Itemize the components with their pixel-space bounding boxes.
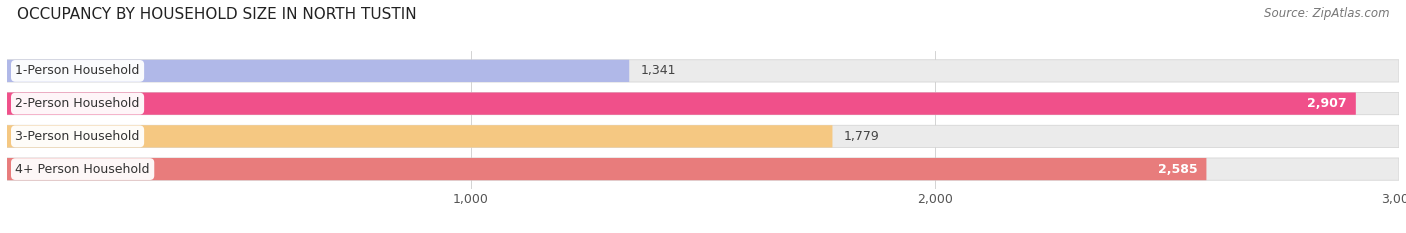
Text: 2-Person Household: 2-Person Household: [15, 97, 139, 110]
Text: 2,907: 2,907: [1308, 97, 1347, 110]
Text: Source: ZipAtlas.com: Source: ZipAtlas.com: [1264, 7, 1389, 20]
FancyBboxPatch shape: [7, 125, 832, 147]
Text: 4+ Person Household: 4+ Person Household: [15, 163, 150, 176]
Text: 1-Person Household: 1-Person Household: [15, 64, 139, 77]
FancyBboxPatch shape: [7, 60, 1399, 82]
Text: OCCUPANCY BY HOUSEHOLD SIZE IN NORTH TUSTIN: OCCUPANCY BY HOUSEHOLD SIZE IN NORTH TUS…: [17, 7, 416, 22]
FancyBboxPatch shape: [7, 93, 1399, 115]
FancyBboxPatch shape: [7, 158, 1206, 180]
FancyBboxPatch shape: [7, 93, 1355, 115]
Text: 3-Person Household: 3-Person Household: [15, 130, 139, 143]
FancyBboxPatch shape: [7, 60, 630, 82]
FancyBboxPatch shape: [7, 125, 1399, 147]
Text: 1,779: 1,779: [844, 130, 880, 143]
Text: 2,585: 2,585: [1157, 163, 1197, 176]
FancyBboxPatch shape: [7, 158, 1399, 180]
Text: 1,341: 1,341: [641, 64, 676, 77]
